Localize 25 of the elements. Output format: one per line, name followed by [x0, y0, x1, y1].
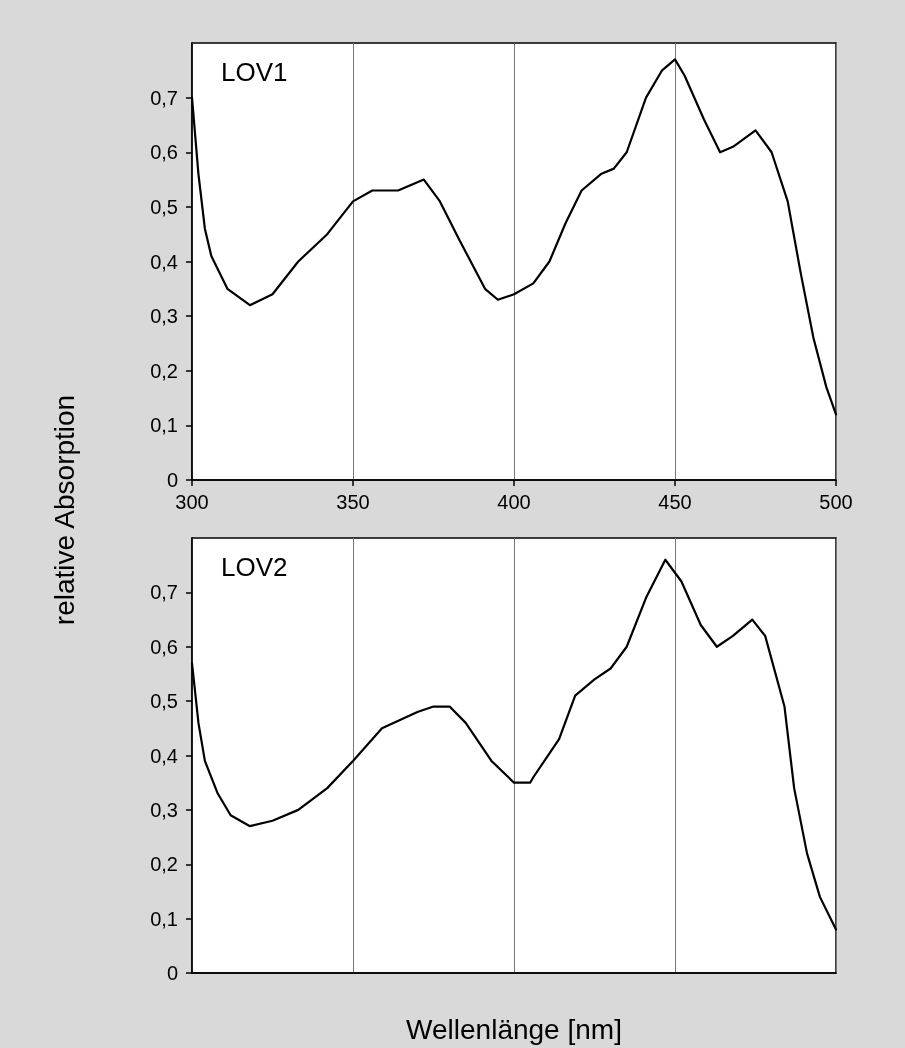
- x-tick-label: 500: [819, 491, 853, 513]
- y-tick-label: 0,1: [150, 907, 178, 930]
- y-tick-label: 0,6: [150, 141, 178, 164]
- y-tick-label: 0: [166, 962, 178, 984]
- y-tick-label: 0,6: [150, 635, 178, 658]
- y-tick-label: 0,7: [150, 86, 178, 109]
- annotation: LOV1: [221, 57, 288, 87]
- y-tick-label: 0,2: [150, 359, 178, 382]
- y-tick-label: 0,7: [150, 581, 178, 604]
- y-tick-label: 0,4: [150, 250, 178, 273]
- y-tick-label: 0,3: [150, 305, 178, 328]
- y-tick-label: 0,1: [150, 414, 178, 437]
- y-tick-label: 0,5: [150, 690, 178, 713]
- x-tick-label: 300: [175, 491, 209, 513]
- x-tick-label: 450: [658, 491, 692, 513]
- y-tick-label: 0,2: [150, 853, 178, 876]
- y-tick-label: 0,4: [150, 744, 178, 767]
- x-axis-title: Wellenlänge [nm]: [406, 1013, 622, 1045]
- y-axis-title: relative Absorption: [49, 394, 81, 626]
- x-tick-label: 350: [336, 491, 370, 513]
- annotation: LOV2: [221, 552, 288, 582]
- y-tick-label: 0: [166, 469, 178, 491]
- y-tick-label: 0,3: [150, 798, 178, 821]
- y-tick-label: 0,5: [150, 195, 178, 218]
- x-tick-label: 400: [497, 491, 531, 513]
